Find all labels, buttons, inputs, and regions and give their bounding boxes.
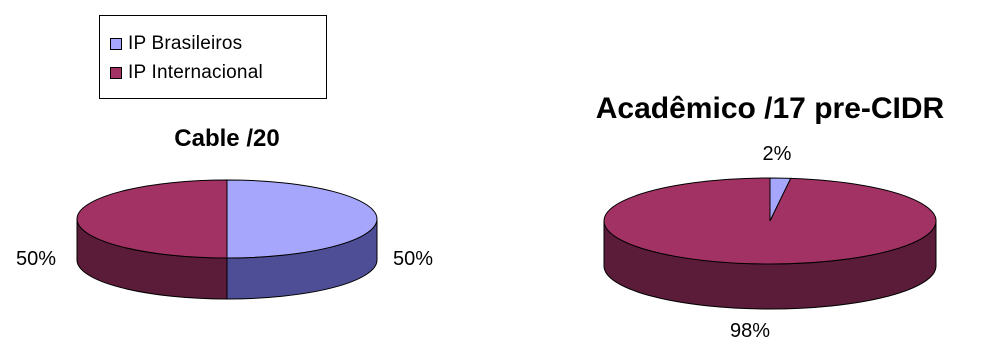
chart-academico-17: Acadêmico /17 pre-CIDR 2% 98% [596,92,945,342]
legend-swatch-ip-internacional [110,67,122,79]
chart-title-cable-20: Cable /20 [174,125,279,152]
pie-slice-ip-internacional [603,177,937,265]
data-label-ip-internacional-cable: 50% [16,248,56,270]
legend: IP Brasileiros IP Internacional [99,15,327,99]
legend-swatch-ip-brasileiros [110,38,122,50]
legend-label-ip-internacional: IP Internacional [128,62,263,83]
legend-item-ip-brasileiros: IP Brasileiros [110,33,242,55]
legend-label-ip-brasileiros: IP Brasileiros [128,33,243,54]
data-label-ip-brasileiros-academico: 2% [763,143,792,165]
data-label-ip-internacional-academico: 98% [730,320,770,342]
legend-item-ip-internacional: IP Internacional [110,62,263,84]
pie-slice-ip-internacional [76,179,228,259]
pie-slice-ip-brasileiros [226,179,378,259]
chart-title-academico-17: Acadêmico /17 pre-CIDR [596,92,945,125]
pie-academico-17 [603,177,937,310]
chart-cable-20: Cable /20 50% 50% [16,125,433,300]
data-label-ip-brasileiros-cable: 50% [393,248,433,270]
pie-cable-20 [76,179,378,300]
